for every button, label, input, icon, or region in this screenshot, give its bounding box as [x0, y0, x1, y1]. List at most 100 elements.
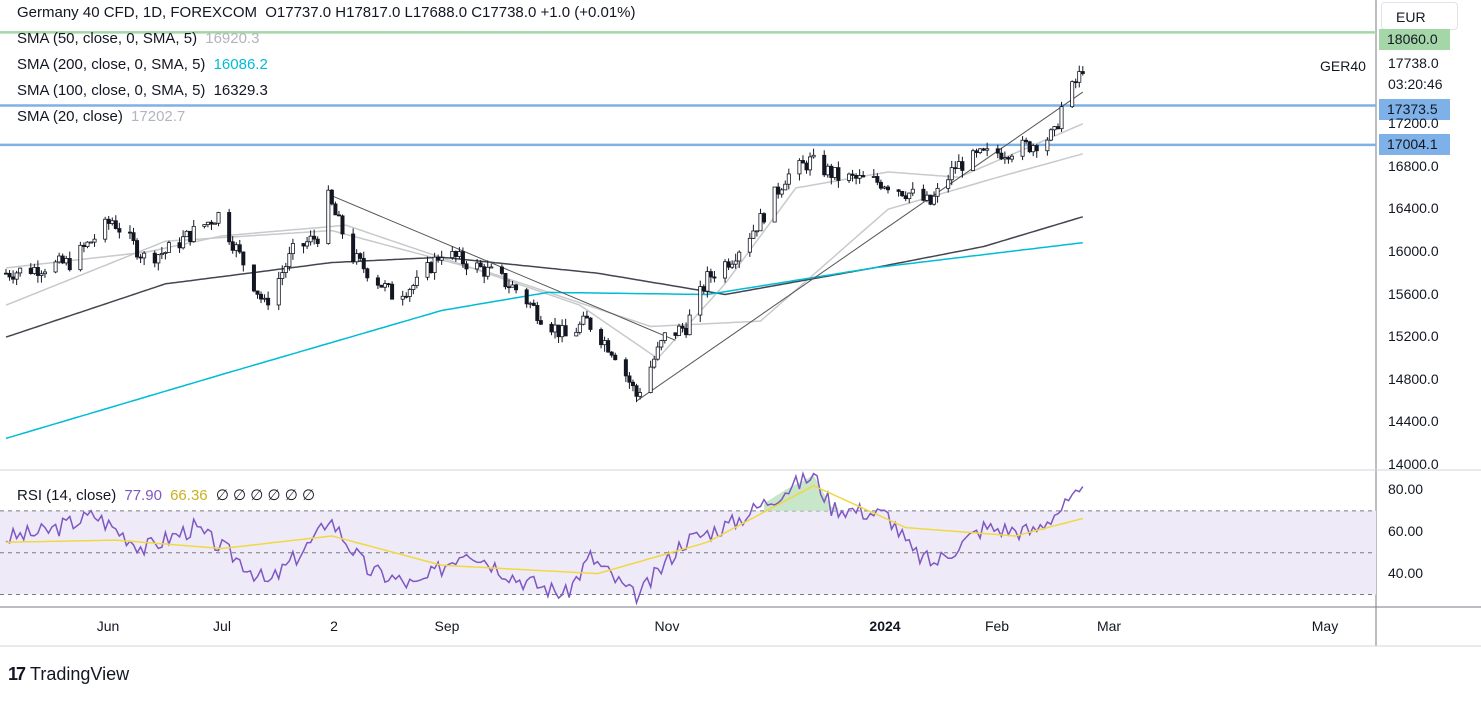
candle-body — [386, 283, 391, 286]
candle-body — [110, 220, 115, 224]
candle-body — [974, 150, 979, 154]
candle-body — [255, 290, 260, 295]
candle-body — [450, 251, 455, 259]
candle-body — [177, 242, 182, 249]
candle-body — [754, 230, 759, 233]
candle-body — [560, 325, 565, 338]
price-tick-label: 15600.0 — [1388, 285, 1439, 302]
candle-body — [804, 162, 809, 171]
candle-body — [1052, 126, 1057, 131]
candle-body — [1002, 157, 1007, 160]
candle-body — [609, 351, 614, 356]
candle-body — [574, 331, 579, 337]
candle-body — [103, 218, 108, 240]
candle-body — [903, 195, 908, 200]
candle-body — [35, 267, 40, 276]
candle-body — [283, 266, 288, 273]
candle-body — [1020, 139, 1025, 157]
candle-body — [737, 251, 742, 262]
symbol-legend: Germany 40 CFD, 1D, FOREXCOM O17737.0 H1… — [17, 4, 640, 21]
candle-body — [142, 252, 147, 259]
candle-body — [655, 346, 660, 360]
candle-body — [407, 289, 412, 297]
sma100-legend[interactable]: SMA (100, close, 0, SMA, 5) 16329.3 — [17, 82, 272, 99]
candle-body — [358, 253, 363, 259]
candle-body — [850, 173, 855, 176]
sma50-legend[interactable]: SMA (50, close, 0, SMA, 5) 16920.3 — [17, 30, 263, 47]
candle-body — [439, 257, 444, 261]
time-tick-label: Sep — [434, 618, 460, 634]
candle-body — [772, 186, 777, 223]
candle-body — [797, 160, 802, 175]
rsi-legend[interactable]: RSI (14, close) 77.90 66.36 ∅ ∅ ∅ ∅ ∅ ∅ — [17, 486, 319, 504]
candle-body — [166, 242, 171, 253]
candle-body — [553, 324, 558, 333]
candle-body — [383, 283, 388, 288]
brand-name: TradingView — [30, 664, 130, 684]
candle-body — [11, 276, 16, 280]
candle-body — [184, 230, 189, 238]
candle-body — [340, 215, 345, 235]
candle-body — [241, 251, 246, 266]
candle-body — [924, 194, 929, 201]
sma100-line — [5, 216, 1084, 338]
price-tick-label: 15200.0 — [1388, 328, 1439, 345]
candle-body — [333, 203, 338, 216]
candle-body — [932, 195, 937, 205]
candle-body — [276, 278, 281, 306]
candle-body — [375, 277, 380, 286]
candle-body — [800, 160, 805, 164]
sma50-value: 16920.3 — [205, 30, 260, 47]
candle-body — [981, 148, 986, 151]
candle-body — [847, 173, 852, 181]
candle-body — [499, 266, 504, 274]
countdown-label: 03:20:46 — [1388, 76, 1443, 92]
brand-logo[interactable]: 17 TradingView — [8, 664, 129, 685]
candle-body — [379, 284, 384, 288]
candle-body — [301, 243, 306, 247]
candle-body — [602, 340, 607, 346]
candle-body — [854, 175, 859, 179]
candle-body — [67, 258, 72, 271]
candle-body — [871, 176, 876, 178]
candle-body — [53, 261, 58, 273]
candle-body — [1009, 155, 1014, 160]
candle-body — [138, 256, 143, 259]
candle-body — [1059, 106, 1064, 130]
currency-selector[interactable]: EUR — [1381, 2, 1458, 30]
candle-body — [985, 148, 990, 151]
candle-body — [89, 241, 94, 244]
candle-body — [687, 314, 692, 336]
sma200-label: SMA (200, close, 0, SMA, 5) — [17, 56, 206, 73]
candle-body — [191, 225, 196, 243]
candle-body — [216, 212, 221, 224]
candle-body — [956, 161, 961, 169]
price-tick-label: 14400.0 — [1388, 413, 1439, 430]
candle-body — [485, 266, 490, 277]
candle-body — [535, 305, 540, 321]
candle-body — [262, 297, 267, 300]
sma200-legend[interactable]: SMA (200, close, 0, SMA, 5) 16086.2 — [17, 56, 272, 73]
candle-body — [613, 354, 618, 361]
candle-body — [163, 252, 168, 254]
candle-body — [287, 253, 292, 268]
candle-body — [885, 186, 890, 191]
rsi-tick-label: 40.00 — [1388, 564, 1424, 581]
time-tick-label: Jun — [96, 618, 120, 634]
candle-body — [726, 261, 731, 268]
level-2-label: 17004.1 — [1379, 134, 1450, 155]
candle-body — [627, 375, 632, 383]
candle-body — [227, 212, 232, 243]
candle-body — [577, 323, 582, 333]
rsi-label: RSI (14, close) — [17, 487, 117, 504]
candle-body — [701, 286, 706, 292]
symbol-title: Germany 40 CFD, 1D, FOREXCOM — [17, 4, 258, 21]
candle-body — [127, 231, 132, 234]
sma20-legend[interactable]: SMA (20, close) 17202.7 — [17, 108, 189, 125]
candle-body — [531, 302, 536, 306]
candle-body — [861, 175, 866, 178]
candle-body — [935, 187, 940, 197]
candle-body — [489, 266, 494, 269]
price-tick-label: 14800.0 — [1388, 370, 1439, 387]
